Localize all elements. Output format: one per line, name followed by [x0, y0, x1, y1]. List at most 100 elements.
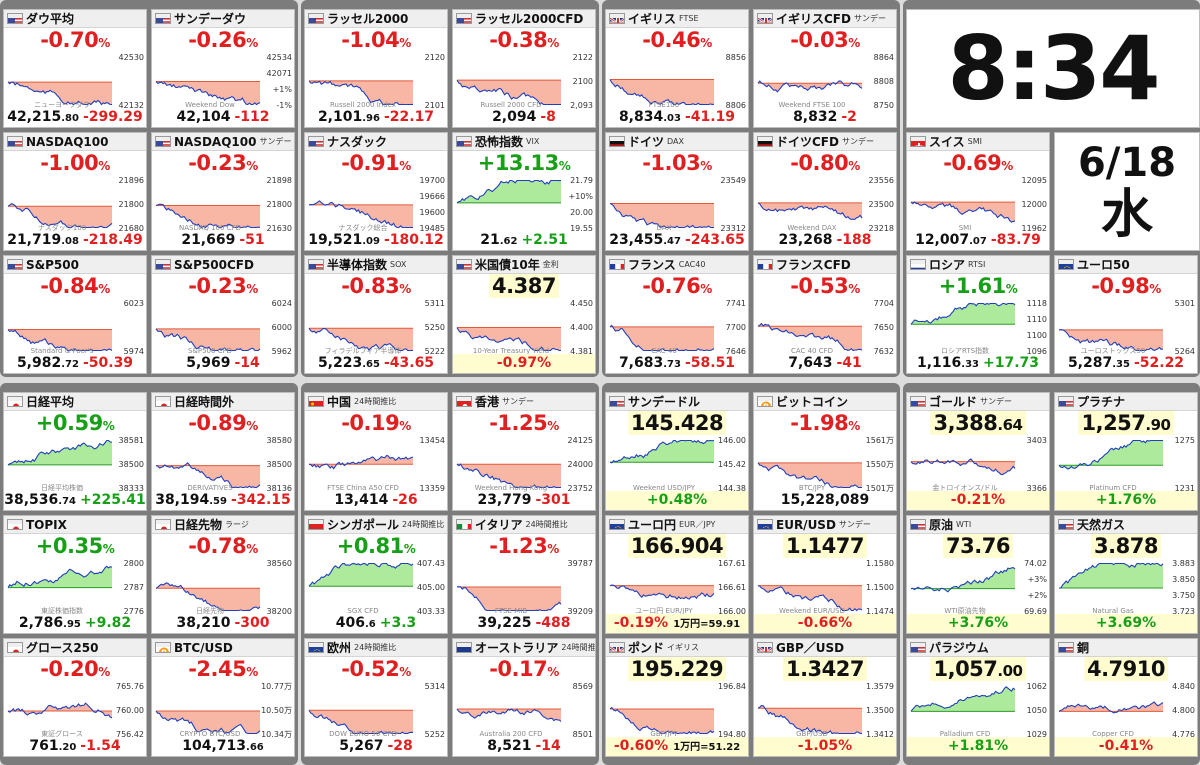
chart-line [910, 458, 1016, 476]
quote-card[interactable]: NASDAQ100 サンデー -0.23% 21898 21800 21630 NASDAQ… [151, 132, 295, 251]
card-name: 恐怖指数 [475, 135, 524, 149]
axis-label: +2% [1028, 591, 1048, 600]
chart-watermark: FTSE100 [649, 101, 679, 109]
quote-card[interactable]: 米国債10年 金利 4.387 4.450 4.400 4.381 10-Year Trea… [452, 255, 596, 374]
chart-line [7, 202, 113, 229]
quote-card[interactable]: イギリスCFD サンデー -0.03% 8864 8808 8750 Weekend FTS… [753, 9, 897, 128]
sparkline-chart: 12095 12000 11962 SMI [910, 176, 1047, 233]
change-percent: -0.60% [613, 738, 669, 754]
card-name: 日経時間外 [174, 395, 235, 409]
quote-card[interactable]: ポンド イギリス 195.229 196.84 194.80 GBP/JPY -0.60% 1… [605, 638, 749, 757]
quote-card[interactable]: スイス SMI -0.69% 12095 12000 11962 SMI 12,007.07-… [906, 132, 1050, 251]
quote-card[interactable]: ラッセル2000 -1.04% 2120 2101 Russell 2000 Index… [304, 9, 448, 128]
chart-watermark: S&P500 CFD [188, 347, 232, 355]
quote-card[interactable]: ドイツCFD サンデー -0.80% 23556 23500 23218 Weekend D… [753, 132, 897, 251]
quote-card[interactable]: EUR/USD サンデー 1.1477 1.1580 1.1500 1.1474 Weeke… [753, 515, 897, 634]
quote-card[interactable]: 半導体指数 SOX -0.83% 5311 5250 5222 フィラデルフィア半導体 5,2… [304, 255, 448, 374]
axis-label: 21630 [267, 224, 292, 233]
sparkline-chart: 1062 1050 1029 Palladium CFD [910, 682, 1047, 739]
card-footer: 7,643 -41 [754, 354, 896, 373]
quote-card[interactable]: B ビットコイン -1.98% 1561万 1550万 1501万 BTC/JPY 15,22… [753, 392, 897, 511]
chart-watermark: DOW EURO 50 CFD [329, 730, 397, 738]
quote-card[interactable]: イギリス FTSE -0.46% 8856 8806 FTSE100 8,834.03 -41… [605, 9, 749, 128]
sparkline-chart: 146.00 145.42 144.38 Weekend USD/JPY [609, 436, 746, 493]
quote-card[interactable]: サンデードル 145.428 146.00 145.42 144.38 Weekend U… [605, 392, 749, 511]
quote-card[interactable]: 日経時間外 -0.89% 38580 38500 38136 DERIVATIVES 38,… [151, 392, 295, 511]
chart-area [457, 586, 561, 611]
card-subtitle: VIX [526, 137, 540, 146]
quote-card[interactable]: サンデーダウ -0.26% 42534 42071 +1% -1% Weekend Dow 4… [151, 9, 295, 128]
chart-watermark: フィラデルフィア半導体 [325, 346, 402, 355]
quote-card[interactable]: ユーロ50 -0.98% 5301 5264 ユーロストックス50 5,287.35 -52… [1054, 255, 1198, 374]
quote-card[interactable]: ゴールド サンデー 3,388.64 3403 3366 金トロイオンス/ドル -0.21% [906, 392, 1050, 511]
quote-card[interactable]: S&P500 -0.84% 6023 5974 Standard & Poor's 5,9… [3, 255, 147, 374]
axis-label: 3366 [1027, 484, 1047, 493]
diff-value: -299.29 [82, 109, 143, 125]
chart-area [156, 462, 260, 488]
axis-label: 19.55 [570, 224, 593, 233]
quote-card[interactable]: 中国 24時間推比 -0.19% 13454 13359 FTSE China A50 C… [304, 392, 448, 511]
quote-card[interactable]: イタリア 24時間推比 -1.23% 39787 39209 FTSE MIB 39,225… [452, 515, 596, 634]
price-decimals: .47 [663, 236, 681, 247]
chart-watermark: Weekend USD/JPY [633, 484, 696, 492]
quote-card[interactable]: 欧州 24時間推比 -0.52% 5314 5252 DOW EURO 50 CFD 5,2… [304, 638, 448, 757]
axis-label: 8806 [726, 101, 746, 110]
card-name: EUR/USD [776, 517, 836, 532]
card-change: -0.98% [1091, 274, 1161, 298]
quote-card[interactable]: 香港 サンデー -1.25% 24125 24000 23752 Weekend Hong … [452, 392, 596, 511]
card-header: 日経先物 ラージ [152, 516, 294, 534]
card-subtitle: 24時間推比 [354, 643, 397, 652]
card-footer: 42,215.80 -299.29 [4, 108, 146, 127]
us-flag-icon [308, 13, 324, 24]
quote-card[interactable]: 日経平均 +0.59% 38581 38500 38333 日経平均株価 38,536.74… [3, 392, 147, 511]
change-value: -0.70 [40, 28, 99, 52]
quote-card[interactable]: 天然ガス 3.878 3.883 3.850 3.750 3.723 Natural Gas… [1054, 515, 1198, 634]
axis-label: 42132 [119, 101, 144, 110]
chart-line [757, 322, 863, 352]
card-name: GBP／USD [776, 641, 845, 655]
sparkline-chart: 3403 3366 金トロイオンス/ドル [910, 436, 1047, 493]
axis-label: 196.84 [718, 682, 746, 691]
chart-area [309, 80, 413, 105]
chart-watermark: Weekend Dow [185, 101, 235, 109]
quote-card[interactable]: S&P500CFD -0.23% 6024 6000 5962 S&P500 CFD 5,9… [151, 255, 295, 374]
quote-card[interactable]: ナスダック -0.91% 19700 19666 19600 19485 ナスダック総合 19… [304, 132, 448, 251]
chart-watermark: Weekend Hong Kong [475, 484, 547, 492]
quote-card[interactable]: GBP／USD 1.3427 1.3579 1.3500 1.3412 GBP/USD -1… [753, 638, 897, 757]
card-change: -1.25% [489, 411, 559, 435]
quote-card[interactable]: ロシア RTSI +1.61% 1118 1110 1100 1096 ロシアRTS指数 1,1… [906, 255, 1050, 374]
quote-card[interactable]: 恐怖指数 VIX +13.13% 21.79 +10% 20.00 19.55 21.62 +2… [452, 132, 596, 251]
axis-label: 21680 [119, 224, 144, 233]
quote-card[interactable]: フランス CAC40 -0.76% 7741 7700 7646 CAC 40 7,683.7… [605, 255, 749, 374]
quote-card[interactable]: オーストラリア24時間推比-0.17% 8569 8501 Australia 200… [452, 638, 596, 757]
price-value: 4.7910 [1083, 657, 1169, 681]
quote-card[interactable]: 原油 WTI 73.76 74.02 +3% +2% 69.69 WTI原油先物 +3.76% [906, 515, 1050, 634]
axis-label: 1096 [1027, 347, 1047, 356]
quote-card[interactable]: ラッセル2000CFD -0.38% 2122 2100 2,093 Russell 20… [452, 9, 596, 128]
quote-card[interactable]: 日経先物 ラージ -0.78% 38560 38200 日経先物 38,210 -300 [151, 515, 295, 634]
quote-card[interactable]: B BTC/USD -2.45% 10.77万 10.50万 10.34万 CRYPTO B… [151, 638, 295, 757]
axis-label: 1501万 [866, 484, 894, 493]
card-change: -0.76% [642, 274, 712, 298]
chart-watermark: SGX CFD [347, 607, 378, 615]
quote-card[interactable]: プラチナ 1,257.90 1275 1231 Platinum CFD +1.76% [1054, 392, 1198, 511]
sparkline-chart: 7741 7700 7646 CAC 40 [609, 299, 746, 356]
quote-card[interactable]: NASDAQ100 -1.00% 21896 21800 21680 ナスダック100 21… [3, 132, 147, 251]
chart-line [308, 80, 414, 106]
price-value: 21,719 [7, 232, 62, 248]
quote-card[interactable]: 銅 4.7910 4.840 4.800 4.776 Copper CFD -0.41% [1054, 638, 1198, 757]
price-value: 1.1477 [782, 534, 868, 558]
quote-card[interactable]: フランスCFD -0.53% 7704 7650 7632 CAC 40 CFD 7,643… [753, 255, 897, 374]
quote-card[interactable]: ドイツ DAX -1.03% 23549 23312 DAX 23,455.47 -243.6… [605, 132, 749, 251]
quote-card[interactable]: パラジウム 1,057.00 1062 1050 1029 Palladium CFD +1… [906, 638, 1050, 757]
quote-card[interactable]: ユーロ円 EUR／JPY 166.904 167.61 166.61 166.00 ユーロ円… [605, 515, 749, 634]
diff-value: -58.51 [684, 355, 736, 371]
quote-card[interactable]: グロース250 -0.20% 765.76 760.00 756.42 東証グロース 761… [3, 638, 147, 757]
quote-card[interactable]: ダウ平均 -0.70% 42530 42132 ニューヨークダウ 42,215.80 -29… [3, 9, 147, 128]
sparkline-chart: 167.61 166.61 166.00 ユーロ円 EUR/JPY [609, 559, 746, 616]
change-percent: -1.05% [797, 738, 853, 754]
quote-card[interactable]: TOPIX +0.35% 2800 2787 2776 東証株価指数 2,786.95 +9.… [3, 515, 147, 634]
price-value: 21 [480, 232, 500, 248]
quote-card[interactable]: シンガポール 24時間推比 +0.81% 407.43 405.00 403.33 SGX … [304, 515, 448, 634]
chart-line [7, 81, 112, 106]
